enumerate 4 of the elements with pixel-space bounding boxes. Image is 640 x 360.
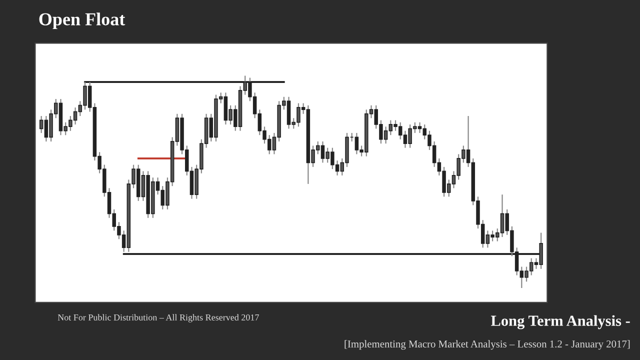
text: [Implementing Macro Market Analysis – Lesson 1.2 - January 2017]	[344, 340, 630, 350]
chart-title: Open Float	[39, 12, 126, 30]
text: Not For Public Distribution – All Rights Reserved 2017	[58, 314, 259, 322]
text: Long Term Analysis -	[490, 315, 630, 330]
